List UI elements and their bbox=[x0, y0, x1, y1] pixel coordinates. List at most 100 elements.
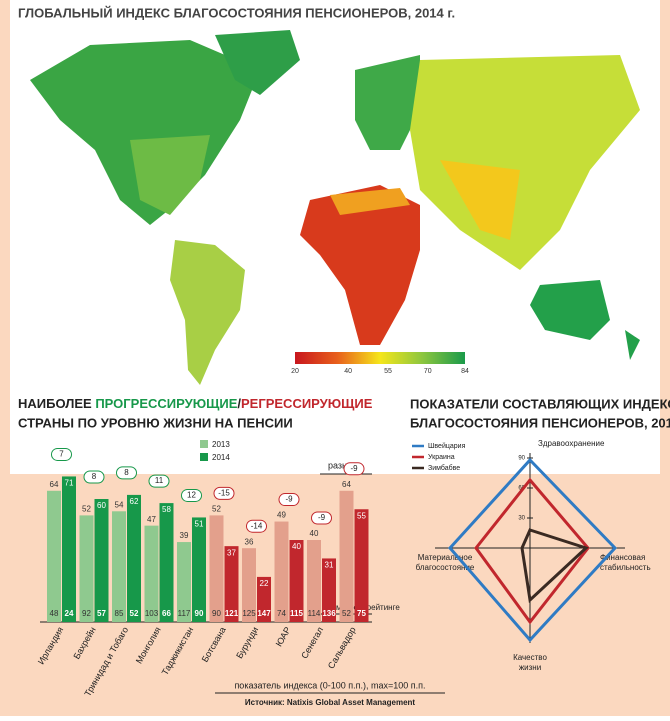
rank-value: 52 bbox=[342, 609, 351, 618]
legend-label: 2013 bbox=[212, 440, 230, 449]
radar-title: ПОКАЗАТЕЛИ СОСТАВЛЯЮЩИХ ИНДЕКСА bbox=[410, 396, 670, 411]
difference-badge bbox=[311, 511, 332, 525]
difference-value: -9 bbox=[285, 495, 293, 504]
value-label: 54 bbox=[115, 500, 124, 509]
difference-value: 12 bbox=[187, 491, 196, 500]
bar bbox=[307, 540, 321, 622]
bar bbox=[354, 509, 369, 622]
difference-value: -14 bbox=[251, 521, 263, 530]
bar bbox=[94, 499, 109, 622]
bar bbox=[177, 542, 191, 622]
radar-title: БЛАГОСОСТОЯНИЯ ПЕНСИОНЕРОВ, 2014 г. bbox=[410, 415, 670, 430]
difference-value: 8 bbox=[92, 472, 97, 481]
bar bbox=[144, 525, 159, 622]
asia bbox=[410, 55, 640, 270]
colorbar-tick-label: 40 bbox=[344, 368, 352, 375]
radar-axis-label: Финансовая стабильность bbox=[600, 553, 651, 572]
difference-value: 7 bbox=[59, 450, 64, 459]
bar bbox=[224, 546, 239, 622]
rank-value: 90 bbox=[212, 609, 221, 618]
radar-series bbox=[474, 477, 590, 625]
rank-value: 66 bbox=[162, 609, 171, 618]
rank-value: 52 bbox=[130, 609, 139, 618]
bar bbox=[127, 494, 141, 622]
title-part: ПРОГРЕССИРУЮЩИЕ bbox=[95, 396, 237, 411]
africa bbox=[300, 185, 420, 345]
value-label: 62 bbox=[130, 497, 139, 506]
bar bbox=[274, 521, 289, 622]
value-label: 58 bbox=[162, 505, 171, 514]
rank-value: 48 bbox=[50, 609, 59, 618]
bar bbox=[79, 515, 94, 622]
value-label: 71 bbox=[65, 479, 74, 488]
title-part: / bbox=[237, 396, 241, 411]
legend-label: 2014 bbox=[212, 453, 230, 462]
value-label: 39 bbox=[180, 531, 189, 540]
australia bbox=[530, 280, 610, 340]
bar bbox=[192, 517, 206, 622]
difference-badge bbox=[181, 488, 202, 502]
colorbar-tick-label: 84 bbox=[461, 368, 469, 375]
bar bbox=[159, 503, 174, 622]
world-map bbox=[30, 30, 640, 385]
greenland bbox=[215, 30, 300, 95]
south-asia bbox=[440, 160, 520, 240]
value-label: 64 bbox=[342, 480, 351, 489]
colorbar-tick-label: 20 bbox=[291, 368, 299, 375]
colorbar-tick-label: 70 bbox=[424, 368, 432, 375]
bar bbox=[242, 548, 256, 622]
value-label: 52 bbox=[82, 505, 91, 514]
rank-value: 57 bbox=[97, 609, 106, 618]
difference-badge bbox=[213, 486, 235, 500]
value-label: 60 bbox=[97, 501, 106, 510]
difference-badge bbox=[246, 519, 267, 533]
bar bbox=[209, 515, 224, 622]
legend-swatch bbox=[200, 453, 208, 461]
difference-value: 11 bbox=[155, 476, 164, 485]
colorbar: 20 40 55 70 84 bbox=[291, 352, 469, 375]
difference-badge bbox=[343, 462, 365, 476]
bar bbox=[257, 576, 271, 622]
bar bbox=[112, 511, 126, 622]
difference-badge bbox=[83, 470, 105, 484]
bar bbox=[339, 490, 354, 622]
radar-axis-label: Здравоохранение bbox=[538, 439, 605, 448]
radar-series bbox=[520, 528, 589, 604]
rank-value: 103 bbox=[145, 609, 159, 618]
value-label: 36 bbox=[245, 537, 254, 546]
value-label: 64 bbox=[50, 480, 59, 489]
value-label: 22 bbox=[260, 579, 269, 588]
difference-badge bbox=[148, 474, 170, 488]
value-label: 37 bbox=[227, 548, 236, 557]
bar bbox=[322, 558, 336, 622]
rank-value: 136 bbox=[322, 609, 336, 618]
difference-badge bbox=[51, 447, 72, 461]
legend-label: Украина bbox=[428, 454, 455, 461]
bar bbox=[47, 490, 61, 622]
colorbar-tick-label: 55 bbox=[384, 368, 392, 375]
radar-heading: ПОКАЗАТЕЛИ СОСТАВЛЯЮЩИХ ИНДЕКСА БЛАГОСОС… bbox=[410, 396, 670, 430]
bar-heading: НАИБОЛЕЕ ПРОГРЕССИРУЮЩИЕ/РЕГРЕССИРУЮЩИЕ … bbox=[18, 396, 373, 430]
value-label: 40 bbox=[292, 542, 301, 551]
difference-badge bbox=[116, 466, 137, 480]
value-axis-label: показатель индекса (0-100 п.п.), max=100… bbox=[234, 680, 425, 690]
value-label: 52 bbox=[212, 505, 221, 514]
value-label: 55 bbox=[357, 511, 366, 520]
rank-value: 117 bbox=[178, 609, 191, 618]
rank-value: 90 bbox=[195, 609, 204, 618]
bar bbox=[289, 540, 304, 622]
bar-title: НАИБОЛЕЕ ПРОГРЕССИРУЮЩИЕ/РЕГРЕССИРУЮЩИЕ bbox=[18, 396, 373, 411]
rank-value: 147 bbox=[257, 609, 271, 618]
rank-value: 74 bbox=[277, 609, 286, 618]
europe bbox=[355, 55, 420, 150]
south-america bbox=[170, 240, 245, 385]
rank-value: 24 bbox=[65, 609, 74, 618]
value-label: 51 bbox=[195, 520, 204, 529]
legend-label: Зимбабве bbox=[428, 464, 460, 472]
rank-value: 92 bbox=[82, 609, 91, 618]
new-zealand bbox=[625, 330, 640, 360]
usa bbox=[130, 135, 210, 215]
value-label: 47 bbox=[147, 515, 156, 524]
